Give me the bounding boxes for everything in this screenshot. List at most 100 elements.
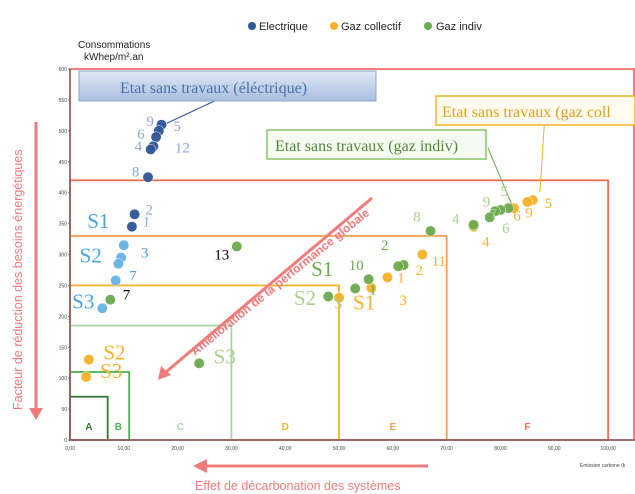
point-label: S2 (103, 341, 125, 365)
point-label: 2 (145, 202, 153, 218)
point-label: 4 (452, 212, 460, 228)
bottom-axis-title: Effet de décarbonation des systèmes (195, 479, 400, 493)
point-electrique-2 (150, 131, 162, 143)
point-gaz-indiv-9 (349, 283, 361, 294)
point-gaz-indiv-7 (392, 260, 404, 272)
callout-text-gaz-indiv: Etat sans travaux (gaz indiv) (275, 138, 458, 155)
x-axis-label: Emission carbone (k (580, 463, 626, 469)
point-gaz-indiv-11 (104, 294, 116, 306)
point-label: 1 (143, 215, 151, 231)
x-axis-ticks: 0,00 10,00 20,00 30,00 40,00 50,00 60,00 70,00 8… (65, 446, 616, 452)
callout-box-electrique (78, 70, 377, 102)
point-gaz-indiv-8 (363, 273, 375, 285)
x-tick-label: 90,00 (548, 446, 561, 452)
point-gaz-indiv-5 (425, 225, 436, 237)
point-label: 2 (415, 263, 423, 279)
diagonal-arrow (158, 196, 373, 380)
y-tick-label: 400 (59, 191, 68, 197)
point-gaz-collectif-10 (80, 371, 92, 383)
y-tick-label: 450 (59, 160, 68, 166)
x-tick-label: 40,00 (279, 446, 292, 452)
point-electrique-s1-s2-s3-3 (110, 275, 122, 286)
class-box-e (69, 235, 448, 441)
x-tick-label: 20,00 (171, 446, 184, 452)
class-label-b: B (115, 422, 122, 433)
point-label: 8 (413, 210, 421, 226)
point-label: S3 (72, 289, 94, 313)
class-label-c: C (177, 422, 184, 433)
x-tick-label: 0,00 (65, 446, 75, 452)
callout-text-gaz-collectif: Etat sans travaux (gaz coll (442, 104, 611, 121)
y-tick-label: 0 (64, 438, 67, 444)
class-label-f: F (524, 422, 530, 433)
class-box-a (69, 395, 109, 441)
point-label: S3 (214, 344, 236, 368)
y-tick-label: 500 (59, 129, 68, 135)
y-tick-label: 300 (59, 253, 68, 259)
point-gaz-collectif-9 (83, 354, 95, 366)
point-electrique-s1-s2-s3-4 (96, 302, 108, 314)
y-tick-label: 550 (59, 98, 68, 104)
point-label: S1 (87, 209, 109, 233)
left-axis-arrow (29, 122, 43, 420)
bottom-axis-arrow (193, 459, 428, 473)
point-label: 10 (349, 258, 364, 274)
callout-text-electrique: Etat sans travaux (éléctrique) (120, 80, 307, 97)
point-label: S2 (294, 286, 316, 310)
point-label: 7 (129, 268, 137, 284)
legend-label-gaz-indiv: Gaz indiv (436, 21, 482, 33)
point-label: 2 (381, 238, 389, 254)
point-label: 1 (397, 270, 405, 286)
class-label-d: D (282, 422, 289, 433)
point-label: 4 (135, 139, 143, 155)
point-label: S1 (311, 257, 333, 281)
x-tick-label: 50,00 (333, 446, 346, 452)
point-label: 5 (500, 184, 508, 200)
legend-marker-gaz-collectif (330, 22, 338, 30)
point-gaz-indiv-3 (484, 211, 496, 223)
point-label: 6 (137, 127, 145, 143)
point-label: 9 (525, 205, 533, 221)
legend-marker-electrique (248, 22, 256, 30)
class-label-a: A (85, 422, 92, 433)
class-label-e: E (390, 422, 397, 433)
y-tick-label: 100 (59, 376, 68, 382)
y-axis-ticks: 0 50 100 150 200 250 300 350 400 450 500 550 600 (59, 67, 70, 444)
point-gaz-indiv-10 (231, 241, 243, 252)
data-points (80, 119, 539, 383)
point-gaz-indiv-4 (468, 219, 480, 231)
point-electrique-s1-s2-s3-0 (118, 239, 130, 251)
point-label: 3 (399, 293, 407, 309)
point-label: 12 (175, 140, 190, 156)
x-tick-label: 10,00 (118, 446, 131, 452)
x-tick-label: 30,00 (225, 446, 238, 452)
point-gaz-collectif-6 (382, 271, 393, 283)
legend-label-electrique: Electrique (259, 21, 308, 33)
point-label: 8 (132, 165, 140, 181)
y-tick-label: 250 (59, 283, 68, 289)
diagonal-label: Amélioration de la performance globale (188, 205, 372, 358)
legend-label-gaz-collectif: Gaz collectif (341, 21, 402, 33)
y-tick-label: 600 (59, 67, 68, 73)
legend: Electrique Gaz collectif Gaz indiv (248, 21, 482, 33)
point-label: 3 (335, 296, 343, 312)
x-tick-label: 100,00 (600, 446, 616, 452)
callout-box-gaz-collectif (435, 95, 635, 126)
point-label: 6 (513, 208, 521, 224)
point-label: 13 (214, 247, 229, 263)
x-tick-label: 80,00 (494, 446, 507, 452)
point-electrique-s1-s2-s3-2 (112, 258, 124, 270)
y-tick-label: 150 (59, 345, 68, 351)
point-electrique-7 (126, 221, 138, 233)
point-label: 3 (141, 246, 149, 262)
point-label: 4 (482, 234, 490, 250)
left-axis-title: Facteur de réduction des besoins énergét… (11, 149, 25, 410)
point-label: 6 (502, 221, 510, 237)
point-label: 9 (483, 194, 491, 210)
legend-marker-gaz-indiv (424, 22, 432, 30)
y-tick-label: 200 (59, 314, 68, 320)
point-electrique-6 (129, 208, 141, 220)
point-gaz-indiv-12 (322, 291, 334, 302)
